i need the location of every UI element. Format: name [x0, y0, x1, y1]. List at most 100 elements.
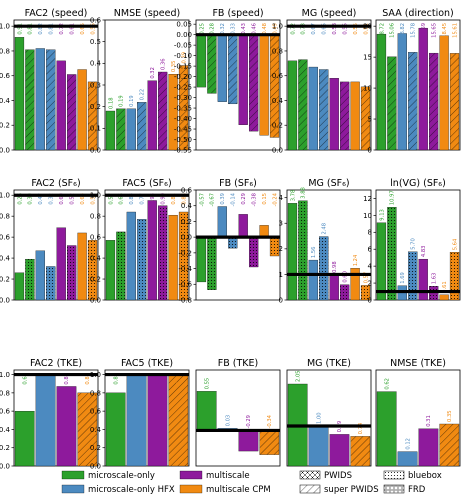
- bar: [105, 392, 126, 467]
- panel-title: ln(VG) (SF₆): [390, 178, 446, 189]
- bar: [418, 428, 439, 467]
- y-tick-label: 0.6: [181, 186, 193, 194]
- bar-value-label: -0.29: [246, 415, 252, 428]
- bar-hatch: [137, 219, 147, 300]
- bar-value-label: 2.48: [322, 223, 328, 235]
- bar: [376, 391, 397, 467]
- panel-10: FAC2 (TKE) 0.0 0.2 0.4 0.6 0.8 1.0 0.60 1.00 0.87…: [0, 358, 99, 470]
- bar: [196, 236, 207, 283]
- bar-hatch: [249, 34, 259, 132]
- bar-hatch: [319, 236, 329, 300]
- bar-value-label: 3.88: [301, 187, 307, 199]
- bar-value-label: -0.24: [272, 192, 278, 206]
- bar: [308, 425, 329, 467]
- axes-frame: [375, 369, 461, 467]
- bar-hatch: [450, 53, 459, 150]
- panel-title: FAC5 (TKE): [121, 358, 173, 369]
- y-tick-label: 0.6: [90, 234, 102, 242]
- bar-value-label: 0.22: [140, 89, 146, 101]
- panel-1: NMSE (speed) 0.0 0.1 0.2 0.3 0.4 0.5 0.6 0.18 0.1…: [90, 8, 190, 154]
- bar: [35, 250, 45, 301]
- bar-value-label: 0.80: [85, 373, 91, 385]
- y-tick-label: 1.0: [272, 23, 283, 31]
- y-tick-label: 0.6: [90, 408, 102, 416]
- bar-value-label: -0.34: [267, 414, 273, 428]
- bar-value-label: -0.14: [231, 192, 237, 206]
- y-tick-label: -0.40: [174, 115, 192, 123]
- bar: [397, 33, 407, 151]
- bar: [147, 200, 157, 301]
- legend-label: microscale-only: [88, 471, 155, 481]
- panel-title: MG (TKE): [307, 358, 351, 369]
- legend-label: multiscale CPM: [206, 485, 271, 495]
- panel-title: FAC2 (TKE): [30, 358, 82, 369]
- bar-value-label: -0.49: [272, 23, 278, 36]
- bar-value-label: 0.69: [59, 193, 65, 205]
- bar-hatch: [270, 34, 279, 138]
- bar-value-label: 4.83: [421, 246, 427, 258]
- bar-value-label: 0.82: [38, 23, 44, 35]
- y-tick-label: -0.20: [174, 73, 192, 81]
- y-tick-label: 0.8: [90, 213, 101, 221]
- bar-value-label: 0.39: [181, 52, 187, 64]
- bar-value-label: 15.65: [431, 23, 437, 38]
- bar-value-label: 5.64: [452, 238, 458, 250]
- y-tick-label: 0.4: [181, 202, 193, 210]
- bar-hatch: [439, 424, 459, 466]
- bar-value-label: 0.35: [171, 61, 177, 73]
- bar-value-label: 0.65: [322, 23, 328, 35]
- bar-hatch: [179, 212, 188, 300]
- bar: [259, 34, 269, 136]
- axes-frame: [195, 19, 281, 151]
- panel-title: FAC2 (speed): [25, 8, 88, 19]
- bar: [238, 430, 259, 452]
- y-tick-label: 0.2: [0, 275, 10, 283]
- bar-hatch: [25, 49, 35, 150]
- bar-value-label: -0.38: [251, 193, 257, 206]
- bar: [439, 35, 449, 151]
- y-tick-label: -0.2: [178, 249, 192, 257]
- bar-hatch: [137, 102, 147, 150]
- panel-14: NMSE (TKE) 0.62 0.12 0.31 0.35: [375, 358, 461, 467]
- bar-hatch: [25, 259, 35, 300]
- y-tick-label: 0.2: [0, 122, 10, 130]
- bar-value-label: 10.97: [390, 190, 396, 205]
- bar-hatch: [168, 374, 188, 466]
- axes-frame: [375, 189, 461, 301]
- panel-title: FAC5 (SF₆): [122, 178, 171, 189]
- bar-hatch: [450, 252, 459, 300]
- bar-hatch: [340, 284, 350, 300]
- axes-frame: [104, 189, 190, 301]
- y-tick-label: 3: [279, 220, 283, 228]
- bar-hatch: [408, 251, 418, 300]
- bar-hatch: [361, 86, 370, 150]
- y-tick-label: 0.1: [90, 125, 101, 133]
- bar-value-label: 0.60: [22, 373, 28, 385]
- y-tick-label: 0.6: [0, 234, 11, 242]
- bar: [287, 60, 298, 151]
- bar-value-label: 0.81: [171, 193, 177, 205]
- y-tick-label: 20: [363, 23, 372, 31]
- bar: [418, 27, 428, 151]
- y-tick-label: 1: [279, 271, 283, 279]
- bar-value-label: -0.33: [231, 23, 237, 36]
- bar-value-label: 0.18: [108, 97, 114, 109]
- y-tick-label: 0.4: [272, 97, 284, 105]
- legend-swatch: [61, 484, 85, 494]
- bar-value-label: 0.36: [160, 58, 166, 70]
- bar-value-label: 0.57: [363, 272, 369, 284]
- bar-hatch: [46, 49, 56, 150]
- panel-6: FAC5 (SF₆)0.00.20.40.60.81.0 0.57 0.65 0.84…: [90, 178, 190, 304]
- bar-value-label: 0.72: [290, 23, 296, 35]
- bar: [217, 34, 227, 102]
- bar: [217, 206, 227, 238]
- y-tick-label: 0.4: [90, 254, 102, 262]
- bar-value-label: 0.55: [204, 378, 210, 390]
- axes-frame: [104, 369, 190, 467]
- bar: [196, 391, 217, 431]
- y-tick-label: 0.4: [0, 97, 11, 105]
- y-tick-label: 2: [368, 279, 372, 287]
- legend-hatch-label: bluebox: [408, 471, 442, 481]
- y-tick-label: -0.50: [174, 136, 192, 144]
